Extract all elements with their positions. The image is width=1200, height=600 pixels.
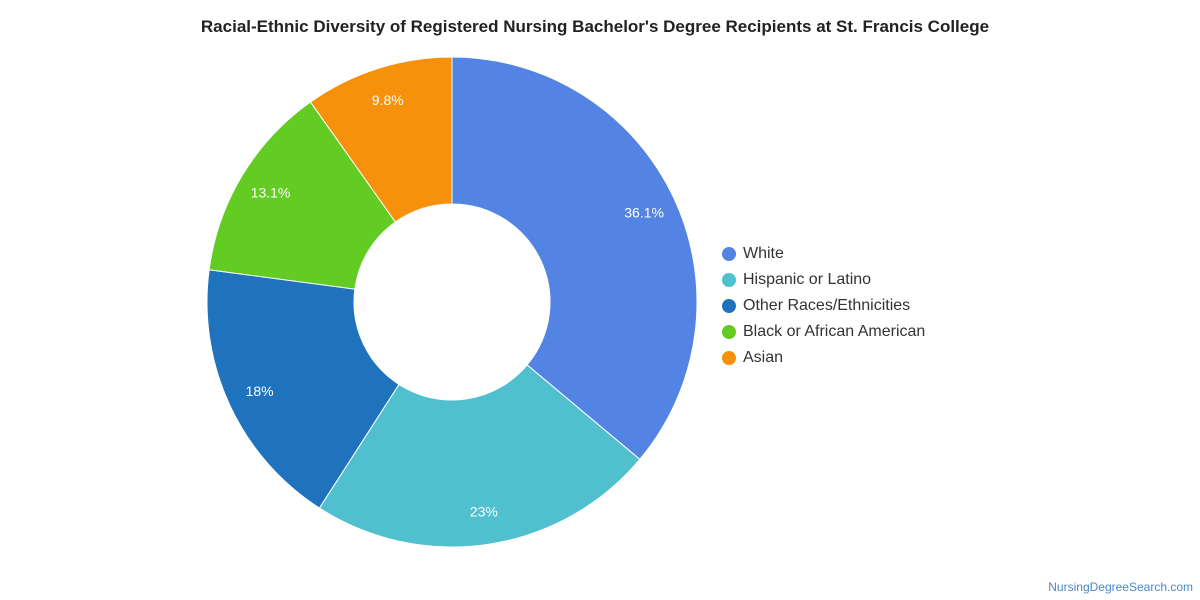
slice-label-black-or-african-american: 13.1%: [251, 184, 291, 200]
legend-item-white[interactable]: White: [722, 241, 925, 267]
chart-legend: White Hispanic or Latino Other Races/Ethni…: [722, 241, 925, 371]
chart-title: Racial-Ethnic Diversity of Registered Nu…: [200, 17, 990, 36]
site-credit: NursingDegreeSearch.com: [1048, 580, 1193, 594]
legend-swatch: [722, 299, 736, 313]
slice-label-hispanic-or-latino: 23%: [470, 504, 498, 520]
donut-slices: [206, 56, 698, 548]
slice-label-asian: 9.8%: [372, 92, 404, 108]
slice-label-other-races-ethnicities: 18%: [246, 383, 274, 399]
legend-item-hispanic-or-latino[interactable]: Hispanic or Latino: [722, 267, 925, 293]
legend-swatch: [722, 273, 736, 287]
slice-black-or-african-american[interactable]: [208, 101, 397, 290]
legend-swatch: [722, 351, 736, 365]
slice-hispanic-or-latino[interactable]: [318, 364, 641, 548]
legend-label: White: [743, 245, 784, 262]
legend-label: Hispanic or Latino: [743, 271, 872, 288]
slice-other-races-ethnicities[interactable]: [206, 269, 400, 509]
legend-swatch: [722, 247, 736, 261]
slice-labels: 36.1% 23% 18% 13.1% 9.8%: [246, 92, 664, 520]
legend-label: Other Races/Ethnicities: [743, 297, 911, 314]
legend-label: Black or African American: [743, 323, 926, 340]
slice-label-white: 36.1%: [624, 204, 664, 220]
legend-swatch: [722, 325, 736, 339]
legend-item-black-or-african-american[interactable]: Black or African American: [722, 319, 925, 345]
legend-item-other-races-ethnicities[interactable]: Other Races/Ethnicities: [722, 293, 925, 319]
slice-asian[interactable]: [309, 56, 453, 223]
slice-white[interactable]: [451, 56, 698, 461]
legend-item-asian[interactable]: Asian: [722, 345, 925, 371]
legend-label: Asian: [743, 349, 784, 366]
